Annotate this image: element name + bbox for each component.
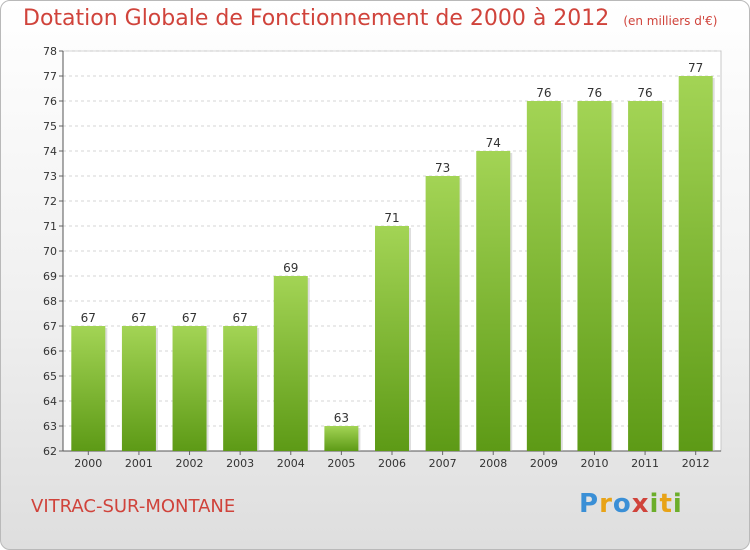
bar-value-label: 76: [587, 86, 602, 100]
bar: [476, 151, 511, 451]
logo-letter: o: [612, 489, 632, 519]
y-tick-label: 70: [43, 245, 57, 258]
y-tick-label: 71: [43, 220, 57, 233]
y-tick-label: 78: [43, 45, 57, 58]
logo-letter: i: [672, 489, 683, 519]
bar: [678, 76, 713, 451]
y-tick-label: 69: [43, 270, 57, 283]
y-tick-label: 75: [43, 120, 57, 133]
x-tick-label: 2003: [226, 457, 254, 470]
proxiti-logo: Proxiti: [579, 489, 683, 519]
bar: [273, 276, 308, 451]
bar: [526, 101, 561, 451]
logo-letter: i: [649, 489, 660, 519]
bar-value-label: 76: [637, 86, 652, 100]
logo-letter: P: [579, 489, 600, 519]
bar: [628, 101, 663, 451]
bar: [375, 226, 409, 451]
y-tick-label: 73: [43, 170, 57, 183]
y-tick-label: 68: [43, 295, 57, 308]
x-tick-label: 2012: [682, 457, 710, 470]
y-tick-label: 66: [43, 345, 57, 358]
x-tick-label: 2000: [74, 457, 102, 470]
logo-letter: x: [631, 489, 650, 519]
x-tick-label: 2006: [378, 457, 406, 470]
y-tick-label: 77: [43, 70, 57, 83]
commune-name: VITRAC-SUR-MONTANE: [31, 496, 236, 517]
bar: [71, 326, 106, 451]
x-tick-label: 2001: [125, 457, 153, 470]
bar-value-label: 71: [384, 211, 399, 225]
logo-letter: r: [599, 489, 613, 519]
bar: [425, 176, 460, 451]
bar: [324, 426, 359, 451]
bar: [121, 326, 156, 451]
bar-value-label: 76: [536, 86, 551, 100]
y-tick-label: 72: [43, 195, 57, 208]
x-tick-label: 2002: [176, 457, 204, 470]
bar-value-label: 74: [486, 136, 501, 150]
x-tick-label: 2007: [429, 457, 457, 470]
y-tick-label: 64: [43, 395, 57, 408]
bar-value-label: 67: [182, 311, 197, 325]
chart-subtitle: (en milliers d'€): [623, 14, 718, 28]
bar-value-label: 69: [283, 261, 298, 275]
x-tick-label: 2005: [327, 457, 355, 470]
x-tick-label: 2010: [580, 457, 608, 470]
title-text: Dotation Globale de Fonctionnement de 20…: [23, 6, 610, 31]
bar: [223, 326, 258, 451]
bar-value-label: 67: [233, 311, 248, 325]
y-tick-label: 76: [43, 95, 57, 108]
bar: [577, 101, 612, 451]
bar-value-label: 67: [131, 311, 146, 325]
y-tick-label: 63: [43, 420, 57, 433]
y-tick-label: 62: [43, 445, 57, 458]
y-tick-label: 67: [43, 320, 57, 333]
y-tick-label: 65: [43, 370, 57, 383]
y-tick-label: 74: [43, 145, 57, 158]
x-tick-label: 2008: [479, 457, 507, 470]
logo-letter: t: [659, 489, 673, 519]
x-tick-label: 2011: [631, 457, 659, 470]
bar: [172, 326, 207, 451]
bar-value-label: 73: [435, 161, 450, 175]
bar-value-label: 63: [334, 411, 349, 425]
bar-value-label: 67: [81, 311, 96, 325]
bar-value-label: 77: [688, 61, 703, 75]
x-tick-label: 2004: [277, 457, 305, 470]
x-tick-label: 2009: [530, 457, 558, 470]
chart-title: Dotation Globale de Fonctionnement de 20…: [23, 6, 717, 31]
